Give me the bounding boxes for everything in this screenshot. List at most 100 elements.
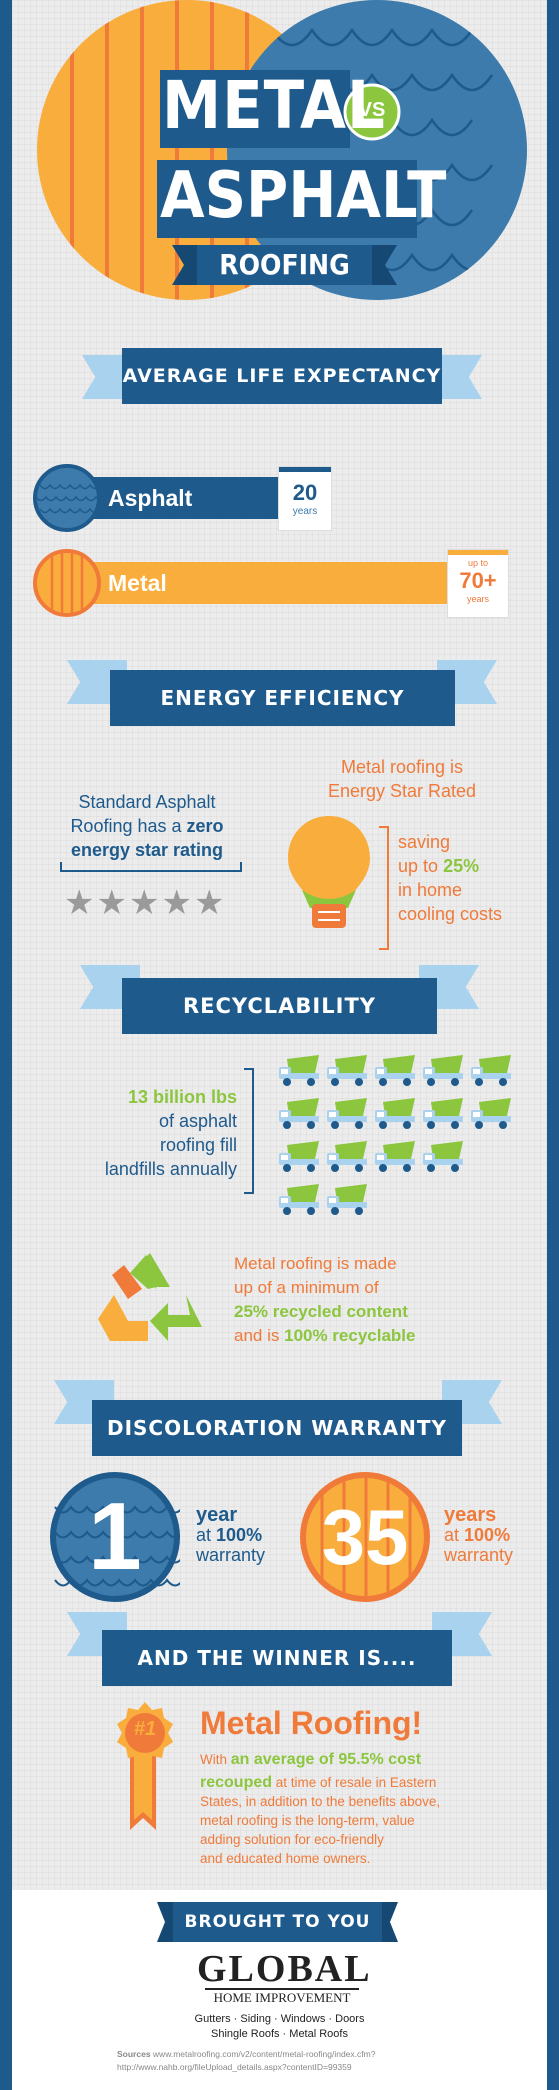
asphalt-life-tag: 20 years: [279, 467, 331, 530]
asphalt-warranty-unit: year: [196, 1504, 238, 1526]
asphalt-energy-bold: energy star rating: [70, 840, 224, 860]
source-link-1[interactable]: www.metalroofing.com/v2/content/metal-ro…: [152, 2049, 376, 2059]
sources-text: Sources www.metalroofing.com/v2/content/…: [117, 2048, 537, 2074]
title-metal: METAL: [162, 67, 386, 144]
sources-label: Sources: [117, 2049, 151, 2059]
landfill-line4: landfills annually: [104, 1159, 237, 1179]
metal-energy-line1: Metal roofing is: [340, 757, 464, 777]
recyclability-heading-text: RECYCLABILITY: [183, 994, 376, 1018]
saving-upto: up to: [398, 856, 439, 876]
landfill-bracket: [244, 1068, 254, 1194]
dump-truck-icon: [325, 1184, 369, 1218]
winner-resale: at time of resale in Eastern: [275, 1775, 437, 1790]
metal-recycle-line1: Metal roofing is made: [234, 1254, 397, 1273]
warranty-heading-text: DISCOLORATION WARRANTY: [106, 1416, 448, 1440]
landfill-line3: roofing fill: [159, 1135, 237, 1155]
dump-truck-icon: [373, 1098, 417, 1132]
footer-banner-tail-left: [157, 1902, 173, 1942]
winner-title: Metal Roofing!: [200, 1705, 423, 1741]
asphalt-energy-line2-text: Roofing has a: [70, 816, 182, 836]
award-ribbon-icon: [117, 1702, 173, 1830]
warranty-heading: DISCOLORATION WARRANTY: [92, 1400, 462, 1456]
footer-heading-text: BROUGHT TO YOU BY: [184, 1912, 371, 1972]
dump-truck-icon: [277, 1098, 321, 1132]
asphalt-warranty-line2: at 100%: [196, 1525, 306, 1545]
star-icon: ★: [128, 884, 162, 922]
dump-truck-icon: [325, 1098, 369, 1132]
global-logo: GLOBAL HOME IMPROVEMENT: [197, 1948, 372, 2006]
logo-sub: HOME IMPROVEMENT: [205, 1988, 359, 2006]
header: METAL VS ASPHALT ROOFING: [12, 0, 547, 330]
metal-warranty-text: years at 100% warranty: [444, 1505, 544, 1565]
metal-recycle-recyclable: 100% recyclable: [284, 1326, 416, 1345]
sources-line1: Sources www.metalroofing.com/v2/content/…: [117, 2048, 537, 2061]
energy-heading-text: ENERGY EFFICIENCY: [160, 686, 405, 710]
dump-truck-icon: [469, 1055, 513, 1089]
metal-recycle-line3: 25% recycled content: [234, 1302, 408, 1321]
services-line2: Shingle Roofs · Metal Roofs: [211, 2028, 348, 2040]
asphalt-life-unit: years: [292, 506, 318, 517]
lightbulb-icon: [288, 816, 370, 928]
metal-life-unit: years: [466, 594, 489, 604]
header-circles-art: [37, 0, 527, 300]
asphalt-warranty-at: at: [196, 1525, 212, 1545]
logo-main: GLOBAL: [197, 1948, 372, 1990]
metal-warranty-pct: 100%: [464, 1525, 511, 1545]
asphalt-life-label: Asphalt: [108, 485, 193, 511]
star-icon: ★: [64, 884, 97, 922]
metal-recycle-andis: and is: [234, 1326, 280, 1345]
metal-life-tag: up to 70+ years: [448, 550, 508, 617]
star-icon: ★: [161, 884, 194, 922]
dump-truck-icon: [325, 1141, 369, 1175]
winner-line4: metal roofing is the long-term, value: [200, 1813, 415, 1828]
life-expectancy-heading: AVERAGE LIFE EXPECTANCY: [122, 348, 442, 404]
dump-truck-icon: [373, 1141, 417, 1175]
metal-warranty-number: 35: [321, 1493, 409, 1581]
metal-warranty-at: at: [444, 1525, 460, 1545]
winner-line3: States, in addition to the benefits abov…: [200, 1794, 441, 1809]
energy-heading: ENERGY EFFICIENCY: [110, 670, 455, 726]
landfill-line2: of asphalt: [158, 1111, 237, 1131]
landfill-text: 13 billion lbs of asphalt roofing fill l…: [52, 1085, 237, 1181]
metal-life-prefix: up to: [467, 558, 489, 568]
dump-truck-icon: [277, 1055, 321, 1089]
winner-line2: recouped at time of resale in Eastern: [200, 1773, 540, 1792]
services-line1: Gutters · Siding · Windows · Doors: [194, 2013, 365, 2025]
metal-recycle-line4: and is 100% recyclable: [234, 1324, 534, 1348]
metal-energy-line2: Energy Star Rated: [327, 781, 477, 801]
dump-truck-icon: [277, 1141, 321, 1175]
asphalt-energy-line1: Standard Asphalt: [78, 792, 216, 812]
dump-truck-icon: [421, 1098, 465, 1132]
asphalt-warranty-word: warranty: [196, 1545, 266, 1565]
winner-with: With: [200, 1752, 227, 1767]
metal-life-bar: [52, 562, 452, 604]
recycle-icon: [98, 1253, 202, 1341]
source-link-2[interactable]: http://www.nahb.org/fileUpload_details.a…: [117, 2062, 352, 2072]
metal-warranty-unit: years: [444, 1504, 497, 1526]
saving-percent: 25%: [443, 856, 480, 876]
star-rating: ★★★★★: [64, 886, 244, 920]
winner-cost: an average of 95.5% cost: [230, 1751, 422, 1768]
asphalt-energy-zero: zero: [186, 816, 224, 836]
dump-truck-icon: [277, 1184, 321, 1218]
winner-heading: AND THE WINNER IS....: [102, 1630, 452, 1686]
metal-life-value: 70+: [459, 568, 497, 593]
recyclability-heading: RECYCLABILITY: [122, 978, 437, 1034]
star-icon: ★: [96, 884, 129, 922]
title-asphalt: ASPHALT: [160, 159, 447, 233]
asphalt-energy-line2: Roofing has a zero: [52, 814, 242, 838]
saving-line2: up to 25%: [398, 854, 538, 878]
dump-truck-icon: [421, 1055, 465, 1089]
asphalt-warranty-text: year at 100% warranty: [196, 1505, 306, 1565]
metal-recycle-text: Metal roofing is made up of a minimum of…: [234, 1252, 534, 1348]
dump-truck-icon: [421, 1141, 465, 1175]
winner-line6: and educated home owners.: [200, 1851, 371, 1866]
award-badge-text: #1: [133, 1718, 157, 1740]
saving-line4: cooling costs: [398, 904, 503, 924]
saving-text: saving up to 25% in home cooling costs: [398, 830, 538, 926]
footer-banner-tail-right: [382, 1902, 398, 1942]
landfill-line1: 13 billion lbs: [127, 1087, 237, 1107]
infographic-canvas: METAL VS ASPHALT ROOFING AVERAGE LIFE EX…: [12, 0, 547, 2090]
asphalt-warranty-circle: [50, 1472, 180, 1602]
